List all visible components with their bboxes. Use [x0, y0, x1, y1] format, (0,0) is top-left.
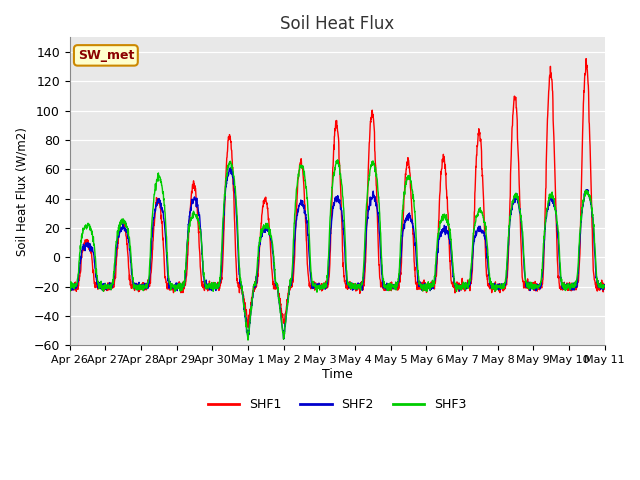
SHF1: [215, 288, 223, 293]
SHF3: [365, 179, 372, 185]
SHF2: [226, 165, 234, 171]
SHF3: [244, 337, 252, 343]
Text: SW_met: SW_met: [77, 49, 134, 62]
SHF2: [215, 283, 223, 289]
SHF2: [493, 283, 500, 288]
SHF2: [66, 282, 74, 288]
SHF3: [215, 280, 223, 286]
Line: SHF1: SHF1: [70, 59, 605, 327]
SHF1: [364, 167, 372, 173]
SHF1: [568, 283, 576, 289]
SHF2: [280, 336, 288, 341]
SHF2: [353, 287, 361, 292]
SHF3: [601, 284, 609, 290]
SHF2: [601, 282, 609, 288]
SHF3: [493, 284, 500, 290]
SHF3: [554, 225, 562, 231]
SHF1: [353, 285, 360, 291]
SHF1: [582, 56, 590, 61]
Line: SHF3: SHF3: [70, 160, 605, 340]
SHF2: [554, 235, 562, 241]
Title: Soil Heat Flux: Soil Heat Flux: [280, 15, 394, 33]
SHF3: [353, 286, 361, 291]
SHF1: [554, 262, 561, 267]
SHF3: [569, 283, 577, 289]
Line: SHF2: SHF2: [70, 168, 605, 338]
SHF2: [365, 208, 372, 214]
SHF1: [244, 324, 252, 330]
SHF2: [569, 284, 577, 290]
Y-axis label: Soil Heat Flux (W/m2): Soil Heat Flux (W/m2): [15, 127, 28, 256]
SHF1: [66, 280, 74, 286]
X-axis label: Time: Time: [322, 368, 353, 381]
Legend: SHF1, SHF2, SHF3: SHF1, SHF2, SHF3: [203, 393, 471, 416]
SHF3: [334, 157, 342, 163]
SHF3: [66, 284, 74, 290]
SHF1: [601, 286, 609, 292]
SHF1: [493, 285, 500, 290]
